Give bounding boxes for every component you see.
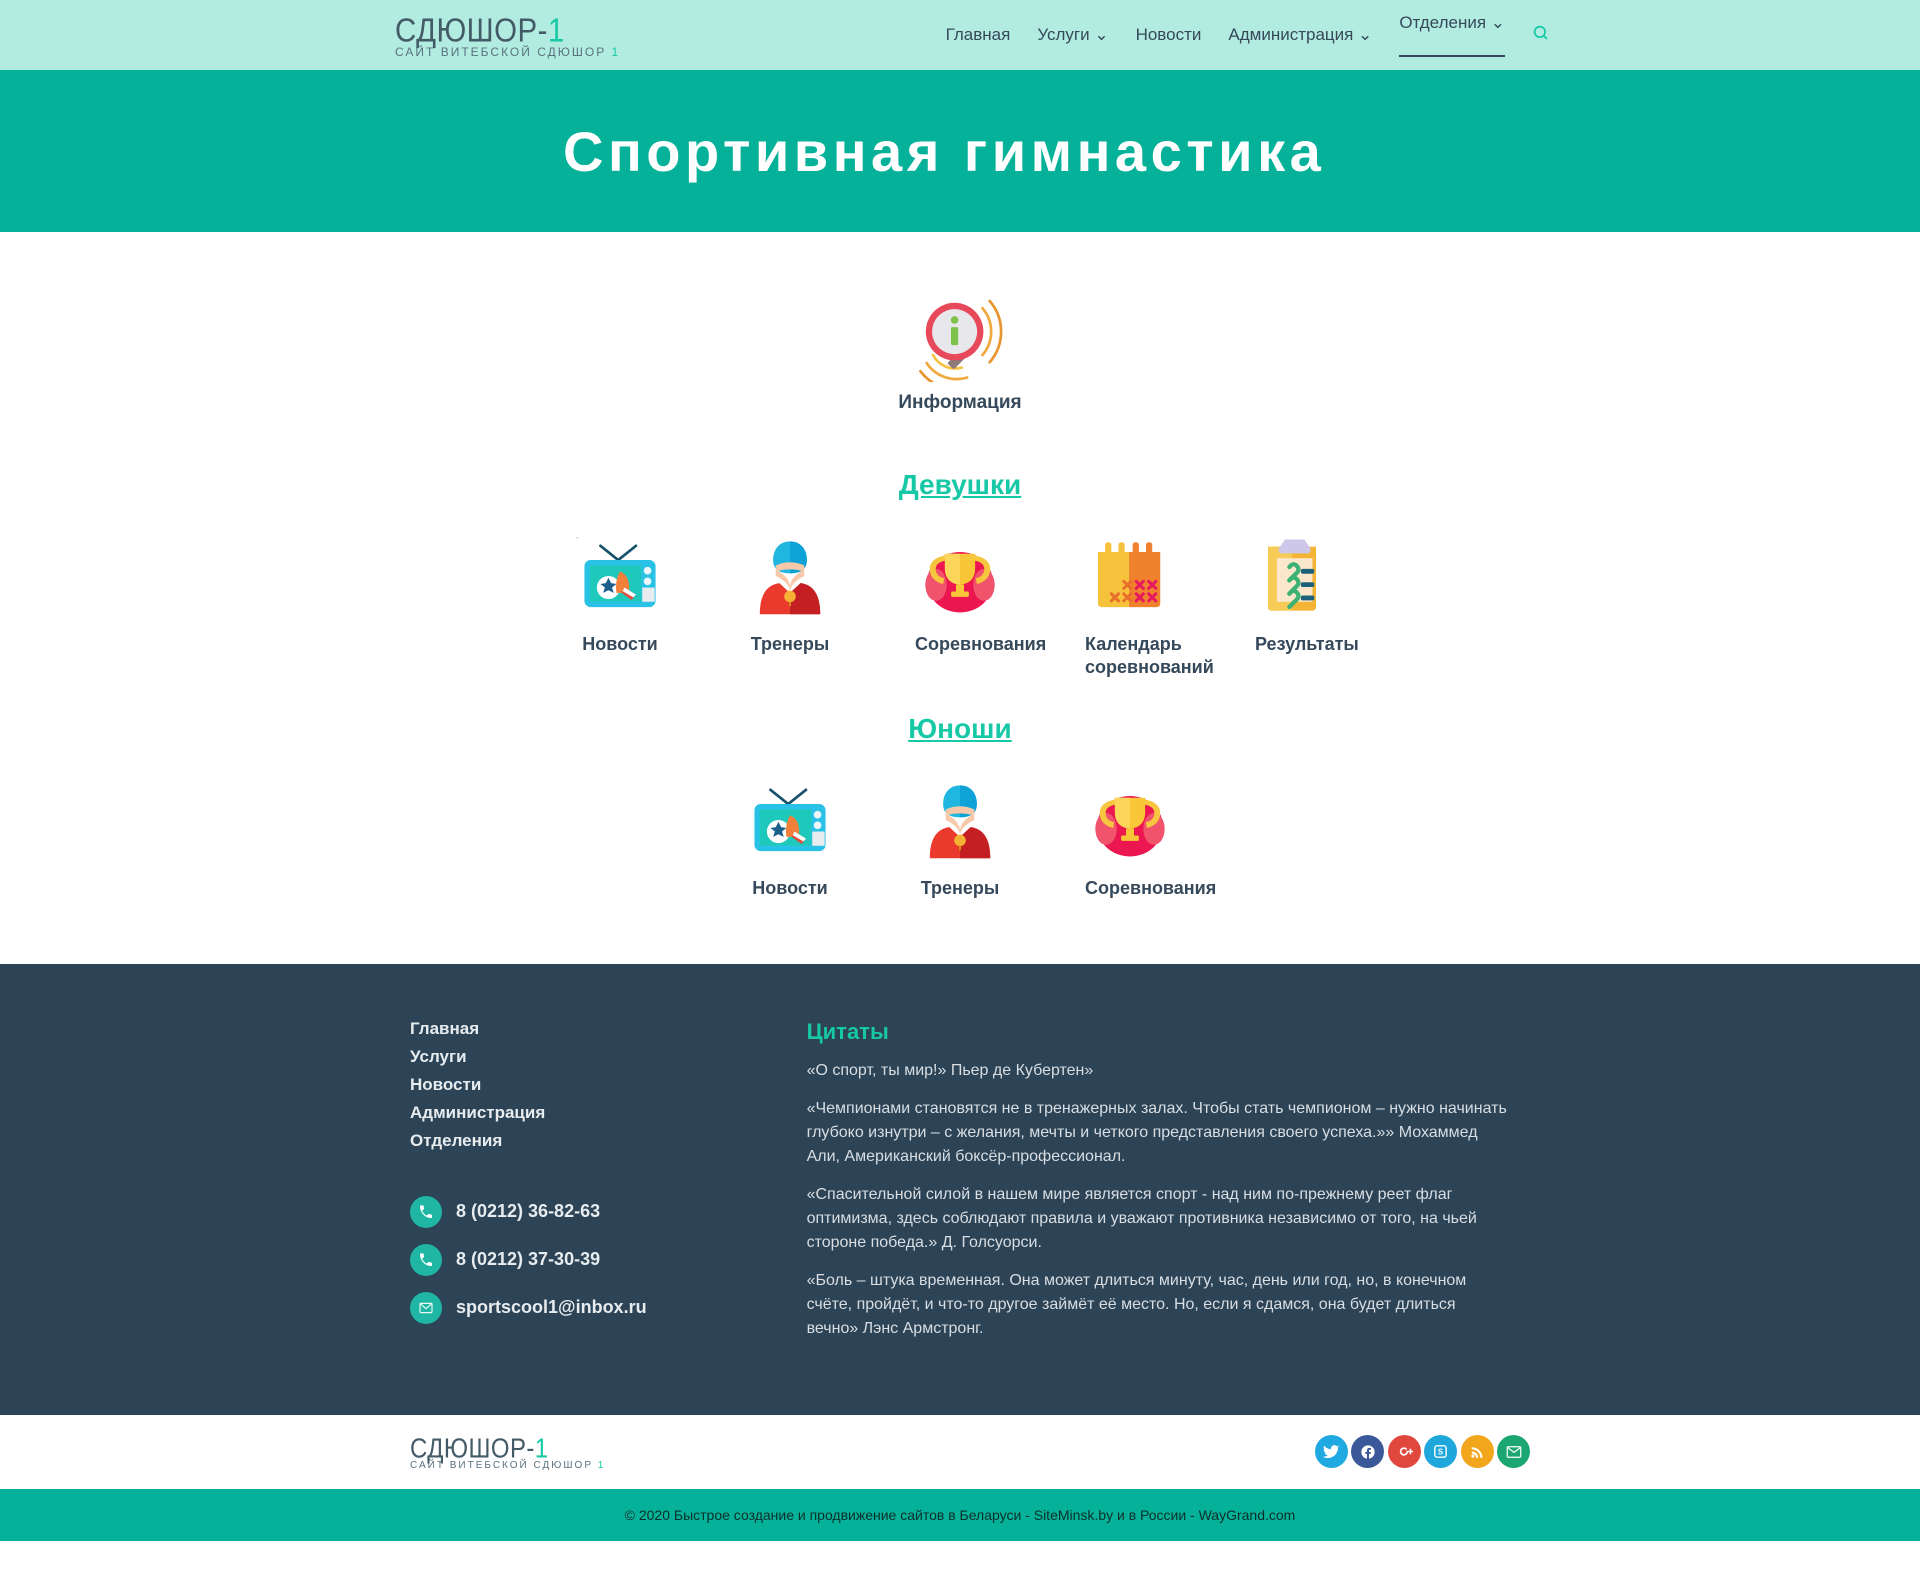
svg-text:S: S [1438, 1448, 1443, 1457]
